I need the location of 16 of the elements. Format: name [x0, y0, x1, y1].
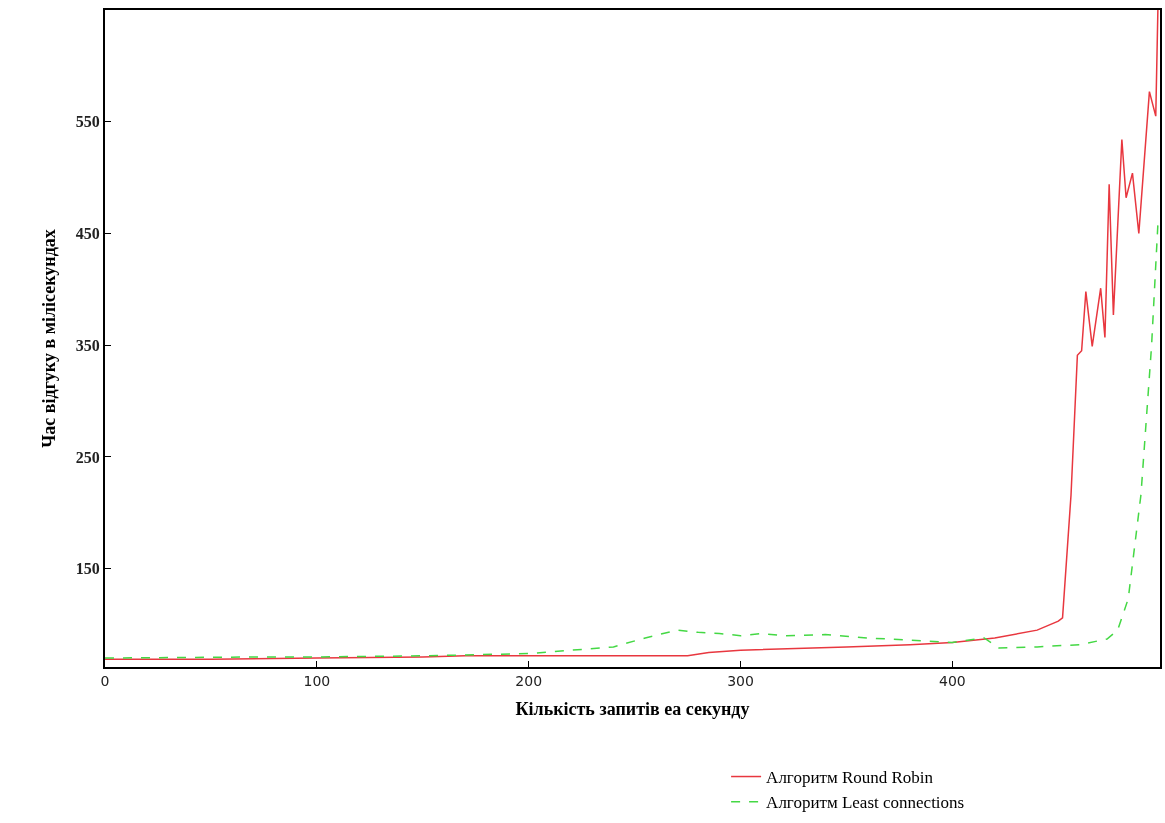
y-tick-label: 350 — [75, 336, 100, 354]
y-tick-label: 450 — [75, 225, 100, 243]
legend-label: Алгоритм Least connections — [766, 793, 965, 813]
y-tick-label: 150 — [75, 560, 100, 578]
y-tick-label: 250 — [75, 448, 100, 466]
x-tick-label: 300 — [727, 672, 754, 689]
y-axis-title: Час відгуку в мілісекундах — [39, 229, 60, 448]
x-tick-label: 200 — [515, 672, 543, 689]
x-axis-title: Кількість запитів еа секунду — [515, 699, 750, 720]
y-tick-label: 550 — [75, 113, 100, 131]
legend-label: Алгоритм Round Robin — [766, 768, 934, 788]
x-tick-label: 0 — [100, 672, 110, 689]
x-tick-label: 400 — [939, 672, 966, 689]
line-series — [105, 10, 1159, 660]
line-series — [105, 223, 1159, 659]
x-tick-label: 100 — [303, 672, 331, 689]
